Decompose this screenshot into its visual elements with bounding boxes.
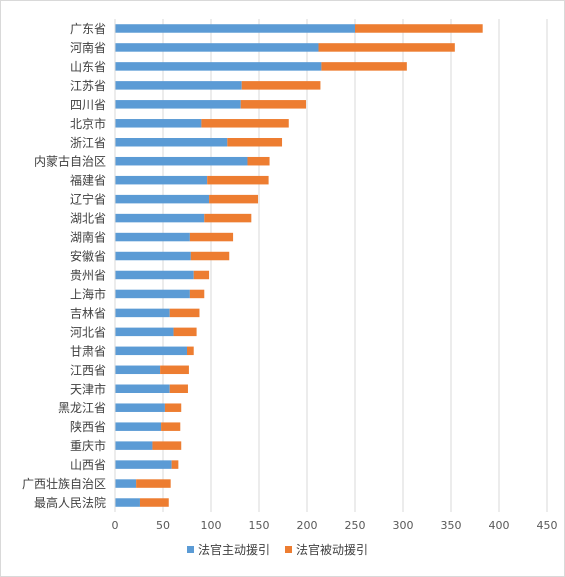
bar-active-13 <box>115 270 194 280</box>
category-label-19: 天津市 <box>70 381 106 396</box>
bar-active-5 <box>115 119 202 128</box>
category-label-9: 辽宁省 <box>70 192 106 207</box>
category-label-6: 浙江省 <box>70 136 106 150</box>
bar-active-18 <box>115 365 161 375</box>
x-tick-label-450: 450 <box>537 519 558 532</box>
category-label-0: 广东省 <box>70 22 106 36</box>
bar-passive-13 <box>193 270 210 280</box>
x-tick-label-200: 200 <box>297 519 318 532</box>
gridlines <box>162 19 548 512</box>
bars <box>115 24 483 507</box>
bar-active-0 <box>115 24 355 33</box>
bar-passive-21 <box>161 422 181 431</box>
bar-passive-9 <box>209 194 259 204</box>
category-label-3: 江苏省 <box>70 79 106 93</box>
bar-passive-17 <box>187 346 194 356</box>
category-labels: 广东省河南省山东省江苏省四川省北京市浙江省内蒙古自治区福建省辽宁省湖北省湖南省安… <box>22 22 106 510</box>
legend: 法官主动援引 法官被动援引 <box>187 542 368 557</box>
bar-active-22 <box>115 441 153 450</box>
category-label-20: 黑龙江省 <box>58 401 106 415</box>
bar-active-19 <box>115 384 170 393</box>
bar-active-2 <box>115 62 322 71</box>
bar-passive-14 <box>189 289 205 299</box>
bar-active-10 <box>115 213 205 223</box>
legend-swatch-0 <box>187 546 194 553</box>
bar-passive-11 <box>189 232 234 242</box>
category-label-8: 福建省 <box>70 173 106 188</box>
bar-active-7 <box>115 156 248 166</box>
category-label-22: 重庆市 <box>70 438 106 453</box>
bar-active-21 <box>115 422 162 431</box>
bar-passive-20 <box>164 403 182 412</box>
bar-active-3 <box>115 81 242 90</box>
category-label-7: 内蒙古自治区 <box>34 154 106 169</box>
x-tick-label-50: 50 <box>156 519 170 532</box>
bar-passive-4 <box>240 100 307 109</box>
bar-passive-5 <box>201 119 289 128</box>
bar-active-9 <box>115 194 210 204</box>
category-label-15: 吉林省 <box>70 306 106 320</box>
bar-passive-3 <box>241 81 321 90</box>
category-label-25: 最高人民法院 <box>34 495 106 510</box>
bar-active-15 <box>115 308 170 318</box>
bar-passive-12 <box>190 251 230 261</box>
bar-active-1 <box>115 43 319 52</box>
category-label-12: 安徽省 <box>70 249 106 264</box>
bar-passive-1 <box>318 43 455 52</box>
bar-passive-10 <box>204 213 252 223</box>
category-label-5: 北京市 <box>70 116 106 131</box>
x-tick-label-400: 400 <box>489 519 510 532</box>
category-label-21: 陕西省 <box>70 419 106 434</box>
bar-passive-18 <box>160 365 189 375</box>
bar-active-24 <box>115 479 137 488</box>
x-tick-label-300: 300 <box>393 519 414 532</box>
x-tick-label-250: 250 <box>345 519 366 532</box>
bar-passive-6 <box>227 138 283 147</box>
bar-active-8 <box>115 175 208 185</box>
category-label-13: 贵州省 <box>70 268 106 282</box>
bar-passive-7 <box>247 156 270 166</box>
category-label-4: 四川省 <box>70 98 106 112</box>
bar-passive-25 <box>139 498 169 507</box>
category-label-24: 广西壮族自治区 <box>22 477 106 491</box>
category-label-17: 甘肃省 <box>70 344 106 358</box>
category-label-18: 江西省 <box>70 363 106 377</box>
bar-active-25 <box>115 498 140 507</box>
legend-label-1: 法官被动援引 <box>296 542 368 557</box>
category-label-2: 山东省 <box>70 60 106 74</box>
x-tick-label-350: 350 <box>441 519 462 532</box>
bar-active-12 <box>115 251 191 261</box>
category-label-1: 河南省 <box>70 40 106 55</box>
bar-passive-24 <box>136 479 171 488</box>
bar-passive-15 <box>169 308 200 318</box>
x-tick-label-0: 0 <box>112 519 119 532</box>
x-tick-labels: 0 50 100 150 200 250 300 350 400 450 <box>112 519 558 532</box>
bar-passive-8 <box>207 175 269 185</box>
bar-active-16 <box>115 327 174 337</box>
x-tick-label-150: 150 <box>249 519 270 532</box>
bar-active-11 <box>115 232 190 242</box>
bar-passive-16 <box>173 327 197 337</box>
category-label-11: 湖南省 <box>70 230 106 245</box>
bar-active-14 <box>115 289 190 299</box>
bar-passive-22 <box>152 441 182 450</box>
category-label-14: 上海市 <box>70 286 106 301</box>
category-label-16: 河北省 <box>70 325 106 339</box>
legend-swatch-1 <box>285 546 292 553</box>
bar-active-23 <box>115 460 172 469</box>
category-label-10: 湖北省 <box>70 211 106 226</box>
legend-label-0: 法官主动援引 <box>198 542 270 557</box>
bar-active-6 <box>115 138 228 147</box>
category-label-23: 山西省 <box>70 458 106 472</box>
bar-passive-2 <box>321 62 407 71</box>
bar-passive-23 <box>171 460 179 469</box>
bar-active-20 <box>115 403 165 412</box>
x-tick-label-100: 100 <box>201 519 222 532</box>
bar-active-4 <box>115 100 241 109</box>
bar-passive-0 <box>355 24 483 33</box>
bar-passive-19 <box>169 384 188 393</box>
bar-active-17 <box>115 346 187 356</box>
